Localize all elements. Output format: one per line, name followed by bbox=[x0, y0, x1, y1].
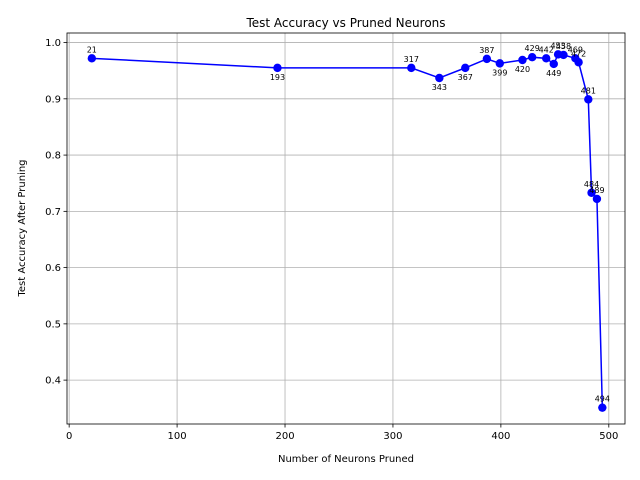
data-point bbox=[592, 194, 602, 204]
data-point bbox=[587, 188, 596, 197]
data-point bbox=[273, 63, 282, 73]
point-label: 489 bbox=[589, 186, 604, 195]
point-label: 472 bbox=[571, 49, 586, 58]
plot-frame bbox=[66, 32, 626, 425]
point-label: 21 bbox=[87, 45, 97, 54]
x-tick-label: 500 bbox=[599, 431, 618, 442]
point-label: 453 bbox=[550, 41, 565, 50]
data-point bbox=[559, 50, 568, 60]
data-point bbox=[518, 55, 527, 65]
x-axis: 0 100 200 300 400 500 bbox=[66, 424, 618, 442]
point-label: 367 bbox=[458, 73, 473, 82]
y-tick-label: 0.8 bbox=[45, 151, 61, 162]
x-tick-label: 200 bbox=[275, 431, 294, 442]
x-tick-label: 400 bbox=[491, 431, 510, 442]
y-tick-label: 0.5 bbox=[45, 319, 61, 330]
point-label: 449 bbox=[546, 69, 561, 78]
x-tick-label: 0 bbox=[66, 431, 72, 442]
data-point bbox=[598, 403, 607, 412]
data-point bbox=[461, 63, 470, 73]
point-label: 420 bbox=[515, 65, 530, 74]
point-label: 442 bbox=[539, 45, 554, 54]
data-point bbox=[407, 63, 416, 73]
data-point bbox=[482, 54, 492, 64]
point-label: 193 bbox=[270, 73, 285, 82]
x-tick-label: 300 bbox=[383, 431, 402, 442]
point-label: 494 bbox=[595, 395, 610, 404]
data-point bbox=[435, 73, 444, 83]
point-label: 399 bbox=[492, 68, 507, 77]
point-label: 458 bbox=[556, 42, 571, 51]
data-point bbox=[495, 59, 505, 68]
point-label: 481 bbox=[581, 86, 596, 95]
y-tick-label: 0.9 bbox=[45, 94, 61, 105]
y-tick-label: 1.0 bbox=[45, 38, 61, 49]
point-label: 387 bbox=[479, 46, 494, 55]
data-point bbox=[87, 54, 97, 63]
chart-title: Test Accuracy vs Pruned Neurons bbox=[245, 16, 445, 30]
y-tick-label: 0.7 bbox=[45, 207, 61, 218]
grid bbox=[67, 33, 625, 424]
data-point bbox=[542, 54, 551, 63]
point-label: 469 bbox=[568, 45, 583, 54]
y-axis-label: Test Accuracy After Pruning bbox=[17, 159, 28, 297]
x-axis-label: Number of Neurons Pruned bbox=[278, 454, 414, 465]
series-markers bbox=[87, 50, 607, 412]
y-tick-label: 0.4 bbox=[45, 376, 61, 387]
y-tick-label: 0.6 bbox=[45, 263, 61, 274]
x-tick-label: 100 bbox=[168, 431, 187, 442]
point-label: 429 bbox=[525, 44, 540, 53]
point-label: 343 bbox=[432, 83, 447, 92]
y-axis: 0.4 0.5 0.6 0.7 0.8 0.9 1.0 bbox=[45, 38, 67, 387]
data-point bbox=[574, 58, 583, 67]
data-point bbox=[584, 95, 593, 104]
data-point bbox=[527, 52, 537, 62]
data-point bbox=[549, 59, 558, 69]
point-label: 317 bbox=[404, 55, 419, 64]
point-label: 484 bbox=[584, 180, 599, 189]
